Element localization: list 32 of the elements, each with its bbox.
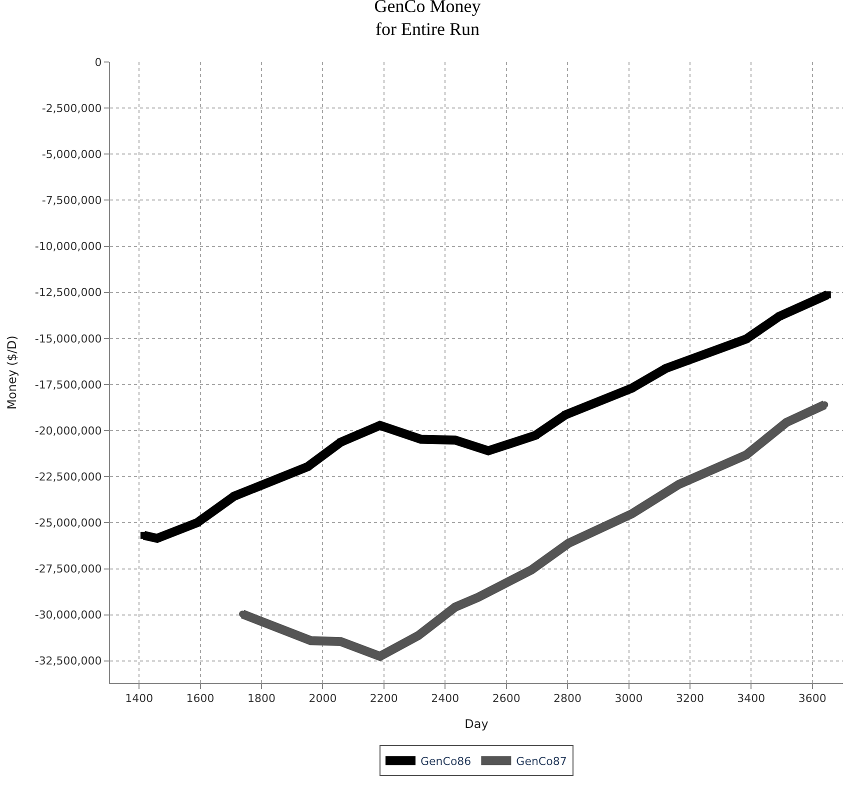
y-tick-label: -15,000,000 [34,332,102,346]
y-tick-label: -12,500,000 [34,286,102,300]
x-tick-label: 3000 [614,692,643,706]
y-tick-label: -30,000,000 [34,608,102,622]
x-tick-label: 1600 [186,692,214,706]
x-tick-label: 1800 [248,692,276,706]
y-tick-label: 0 [94,56,102,69]
y-tick-label: -32,500,000 [34,654,102,668]
y-tick-label: -22,500,000 [34,470,102,484]
x-axis-title: Day [464,717,488,732]
x-tick-label: 3200 [676,692,704,706]
y-tick-label: -17,500,000 [34,378,102,392]
chart-title: GenCo Money for Entire Run [374,0,481,40]
y-tick-label: -27,500,000 [34,562,102,576]
x-tick-label: 1400 [125,692,154,706]
y-tick-label: -5,000,000 [42,148,102,161]
legend-label: GenCo86 [420,754,472,768]
y-tick-label: -10,000,000 [34,240,102,254]
y-tick-label: -20,000,000 [34,424,102,438]
x-tick-label: 3400 [737,692,766,706]
x-tick-label: 3600 [798,692,826,706]
legend-label: GenCo87 [516,754,567,768]
y-tick-label: -25,000,000 [34,516,102,530]
y-tick-label: -7,500,000 [42,194,102,208]
x-tick-label: 2600 [492,692,520,706]
x-tick-label: 2200 [370,692,398,706]
x-tick-label: 2800 [554,692,582,706]
y-tick-label: -2,500,000 [42,102,102,115]
x-tick-label: 2400 [431,692,460,706]
x-tick-label: 2000 [308,692,337,706]
y-axis-title: Money ($/D) [5,336,20,410]
point [824,291,831,298]
